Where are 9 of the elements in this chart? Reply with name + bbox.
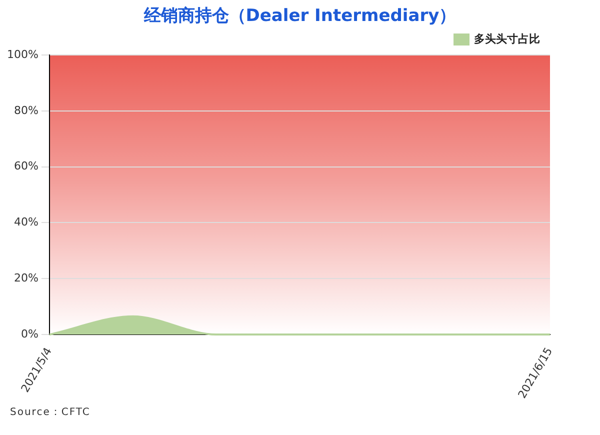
y-tick-label: 0% xyxy=(20,327,38,340)
chart-title: 经销商持仓（Dealer Intermediary） xyxy=(142,5,458,27)
y-tick-label: 60% xyxy=(14,160,38,173)
y-tick-label: 100% xyxy=(6,48,38,61)
legend-label: 多头头寸占比 xyxy=(474,32,540,46)
y-tick-label: 20% xyxy=(14,272,38,285)
y-tick-label: 40% xyxy=(14,216,38,229)
y-tick-label: 80% xyxy=(14,104,38,117)
source-note: Source：CFTC xyxy=(10,406,90,419)
